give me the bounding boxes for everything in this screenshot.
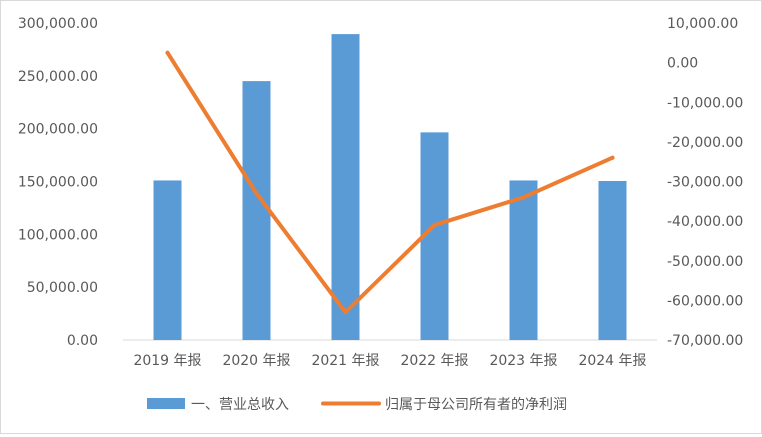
y-left-tick-label: 200,000.00 (18, 122, 98, 138)
y-left-tick-label: 250,000.00 (18, 69, 98, 85)
y-right-tick-label: -40,000.00 (667, 214, 743, 230)
x-tick-label: 2022 年报 (400, 353, 468, 369)
y-left-tick-label: 50,000.00 (27, 280, 98, 296)
y-right-tick-label: -30,000.00 (667, 175, 743, 191)
x-tick-label: 2024 年报 (578, 353, 646, 369)
y-left-tick-label: 100,000.00 (18, 227, 98, 243)
y-left-tick-label: 300,000.00 (18, 16, 98, 32)
y-left-tick-label: 0.00 (67, 333, 98, 349)
point-net-profit (432, 223, 437, 228)
y-right-tick-label: -60,000.00 (667, 293, 743, 309)
x-tick-label: 2021 年报 (311, 353, 379, 369)
x-tick-label: 2023 年报 (489, 353, 557, 369)
bar-revenue (598, 180, 627, 340)
bar-layer (153, 34, 627, 340)
line-layer (165, 50, 615, 315)
y-right-tick-label: -70,000.00 (667, 333, 743, 349)
point-net-profit (254, 191, 259, 196)
bar-revenue (242, 81, 271, 340)
y-right-tick-label: 10,000.00 (667, 16, 738, 32)
point-net-profit (610, 155, 615, 160)
legend: 一、营业总收入 归属于母公司所有者的净利润 (147, 396, 567, 413)
x-tick-label: 2019 年报 (133, 353, 201, 369)
y-right-tick-label: -50,000.00 (667, 254, 743, 270)
bar-revenue (331, 34, 360, 340)
y-right-tick-label: 0.00 (667, 56, 698, 72)
legend-label-revenue: 一、营业总收入 (191, 397, 289, 413)
legend-label-net-profit: 归属于母公司所有者的净利润 (385, 396, 567, 413)
point-net-profit (521, 195, 526, 200)
y-right-tick-label: -20,000.00 (667, 135, 743, 151)
point-net-profit (165, 50, 170, 55)
bar-revenue (153, 180, 182, 340)
y-left-tick-label: 150,000.00 (18, 175, 98, 191)
x-tick-label: 2020 年报 (222, 353, 290, 369)
legend-swatch-revenue (147, 398, 185, 409)
axis-layer: 0.00 50,000.00 100,000.00 150,000.00 200,000… (18, 16, 743, 369)
line-net-profit (165, 50, 615, 315)
bar-revenue (509, 180, 538, 340)
y-right-tick-label: -10,000.00 (667, 95, 743, 111)
point-net-profit (343, 310, 348, 315)
